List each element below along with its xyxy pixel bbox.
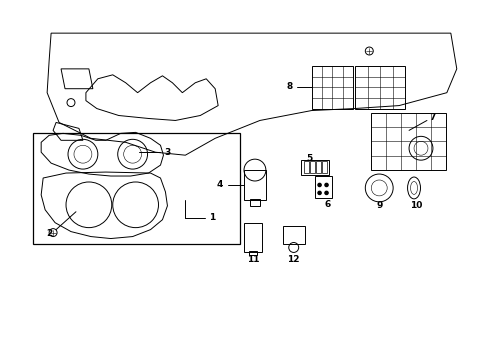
Text: 3: 3 xyxy=(164,148,170,157)
Bar xyxy=(244,223,262,252)
Text: 1: 1 xyxy=(209,213,215,222)
Bar xyxy=(248,251,256,255)
Text: 12: 12 xyxy=(287,255,299,264)
Circle shape xyxy=(324,191,327,194)
Bar xyxy=(33,133,240,244)
Text: 8: 8 xyxy=(286,82,292,91)
Bar xyxy=(244,170,265,200)
Bar xyxy=(316,161,321,173)
Bar xyxy=(355,66,404,109)
Bar xyxy=(311,66,353,109)
Bar xyxy=(370,113,445,170)
Bar xyxy=(314,176,332,198)
Text: 9: 9 xyxy=(375,201,382,210)
Text: 7: 7 xyxy=(429,113,435,122)
Text: 4: 4 xyxy=(217,180,223,189)
Text: 10: 10 xyxy=(409,201,421,210)
Text: 11: 11 xyxy=(246,255,259,264)
Bar xyxy=(303,161,308,173)
Circle shape xyxy=(317,183,321,186)
Circle shape xyxy=(324,183,327,186)
Text: 2: 2 xyxy=(46,229,52,238)
Text: 5: 5 xyxy=(306,154,312,163)
Bar xyxy=(300,160,328,175)
Bar xyxy=(322,161,327,173)
Bar xyxy=(249,199,260,206)
Bar xyxy=(282,226,304,243)
Circle shape xyxy=(317,191,321,194)
Bar xyxy=(309,161,314,173)
Text: 6: 6 xyxy=(324,200,330,209)
